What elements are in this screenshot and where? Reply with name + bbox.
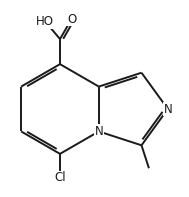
Text: N: N <box>163 102 172 115</box>
Text: Cl: Cl <box>54 171 66 184</box>
Text: O: O <box>67 13 76 26</box>
Text: HO: HO <box>36 15 54 28</box>
Text: N: N <box>94 125 103 138</box>
